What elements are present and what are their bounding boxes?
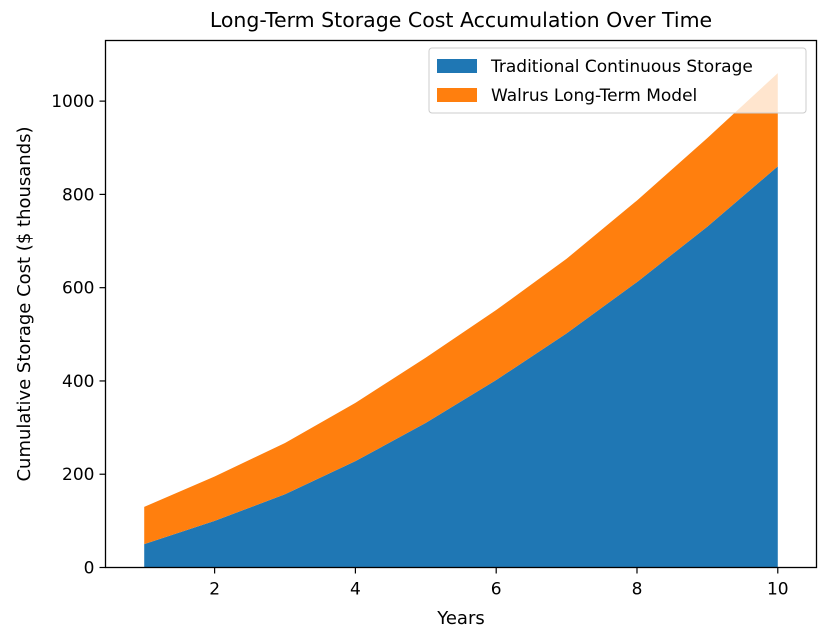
y-tick-label: 0 [84, 559, 95, 579]
y-tick-label: 1000 [51, 92, 94, 112]
y-axis-label: Cumulative Storage Cost ($ thousands) [14, 126, 35, 481]
x-axis-label: Years [436, 608, 485, 629]
x-axis-ticks: 2 4 6 8 10 [209, 567, 789, 600]
y-tick-label: 600 [62, 279, 94, 299]
legend: Traditional Continuous Storage Walrus Lon… [428, 47, 807, 114]
y-axis-ticks: 0 200 400 600 800 1000 [51, 92, 106, 579]
plot-area-fills [144, 73, 778, 568]
area-series-1 [144, 73, 778, 545]
legend-box [428, 47, 807, 114]
legend-label: Traditional Continuous Storage [490, 57, 753, 77]
x-tick-label: 4 [350, 580, 361, 600]
legend-swatch [437, 88, 477, 102]
y-tick-label: 200 [62, 465, 94, 485]
y-tick-label: 800 [62, 185, 94, 205]
chart-title: Long-Term Storage Cost Accumulation Over… [210, 8, 712, 32]
plot-frame [104, 39, 818, 569]
legend-swatch [437, 59, 477, 73]
legend-label: Walrus Long-Term Model [491, 86, 697, 106]
y-tick-label: 400 [62, 372, 94, 392]
area-series-0 [144, 166, 778, 568]
x-tick-label: 8 [632, 580, 643, 600]
x-tick-label: 10 [767, 580, 789, 600]
x-tick-label: 6 [491, 580, 502, 600]
x-tick-label: 2 [209, 580, 220, 600]
